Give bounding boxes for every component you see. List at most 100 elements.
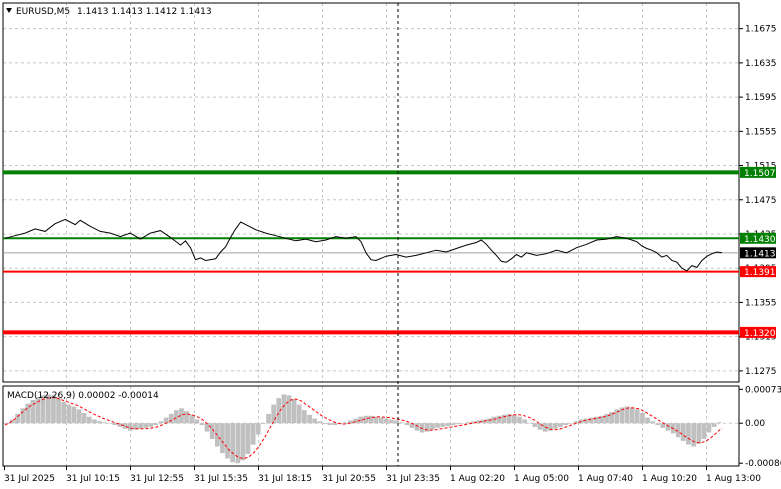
macd-axis: 0.00073 0.00 -0.00086 — [739, 385, 781, 469]
macd-bar — [486, 418, 492, 424]
macd-bar — [373, 416, 379, 424]
macd-bar — [291, 399, 297, 424]
y-tick-label: 1.1555 — [745, 127, 777, 137]
macd-bar — [706, 423, 712, 433]
macd-bar — [271, 404, 276, 424]
macd-bar — [194, 419, 200, 424]
macd-bar — [76, 409, 82, 424]
macd-bar — [245, 423, 251, 454]
macd-bar — [220, 423, 225, 453]
macd-bar — [650, 421, 655, 424]
macd-bar — [640, 413, 645, 424]
macd-bar — [148, 423, 154, 427]
macd-bar — [696, 423, 702, 444]
x-tick-label: 31 Jul 15:35 — [194, 474, 248, 484]
macd-bar — [476, 420, 481, 424]
macd-group — [4, 394, 723, 464]
price-axis: 1.1675 1.1635 1.1595 1.1555 1.1515 1.1475 1.14… — [739, 25, 777, 377]
macd-bar — [691, 423, 696, 447]
macd-bar — [660, 423, 666, 428]
macd-bar — [419, 423, 425, 433]
macd-bar — [537, 423, 543, 430]
y-tick-label: 1.1355 — [745, 298, 777, 308]
symbol-label: EURUSD,M5 — [16, 7, 70, 17]
macd-bar — [276, 398, 282, 424]
macd-bar — [363, 415, 369, 424]
macd-bar — [174, 410, 179, 424]
level-tag-value: 1.1320 — [744, 329, 776, 339]
macd-signal-line — [4, 397, 723, 460]
macd-bar — [481, 419, 486, 424]
macd-grid — [3, 386, 739, 466]
macd-bar — [512, 414, 517, 424]
macd-bar — [204, 423, 210, 432]
x-tick-label: 31 Jul 2025 — [4, 474, 55, 484]
macd-bar — [450, 423, 456, 426]
x-tick-label: 31 Jul 20:55 — [322, 474, 376, 484]
macd-bar — [343, 422, 348, 424]
macd-bar — [302, 410, 307, 424]
macd-bar — [240, 423, 246, 461]
macd-bar — [491, 416, 497, 424]
macd-bar — [599, 415, 604, 424]
macd-bar — [307, 414, 312, 424]
macd-bar — [619, 407, 625, 424]
main-grid — [3, 3, 739, 382]
macd-bar — [250, 423, 256, 445]
macd-bar — [133, 423, 138, 430]
macd-bar — [225, 423, 230, 459]
x-tick-label: 1 Aug 02:20 — [450, 474, 505, 484]
level-lines — [3, 170, 739, 335]
macd-bar — [506, 413, 512, 424]
macd-bar — [209, 423, 215, 439]
macd-bar — [532, 423, 538, 427]
level-tag-bg — [740, 232, 776, 244]
macd-bar — [66, 404, 72, 424]
current-price-value: 1.1413 — [744, 249, 776, 259]
macd-y-tick-label: 0.00073 — [745, 385, 781, 395]
macd-bar — [378, 417, 384, 424]
macd-bar — [681, 423, 686, 441]
price-line — [4, 218, 723, 272]
macd-bar — [394, 420, 399, 424]
macd-bar — [716, 422, 722, 424]
macd-bar — [112, 423, 118, 426]
macd-bar — [368, 415, 374, 424]
macd-bar — [317, 421, 323, 424]
macd-bar — [527, 423, 533, 424]
macd-bar — [97, 421, 102, 424]
macd-bar — [199, 423, 205, 426]
macd-bar — [281, 394, 287, 424]
macd-bar — [51, 395, 56, 424]
macd-bar — [583, 418, 589, 424]
macd-label: MACD(12,26,9) 0.00002 -0.00014 — [7, 391, 159, 401]
macd-bar — [588, 417, 594, 424]
macd-bar — [56, 398, 61, 424]
macd-bar — [399, 422, 404, 424]
macd-bar — [255, 423, 261, 435]
dropdown-triangle-icon[interactable] — [6, 8, 12, 13]
macd-bar — [143, 423, 148, 428]
macd-bar — [624, 406, 630, 424]
price-frame — [2, 2, 740, 383]
x-tick-label: 1 Aug 05:00 — [514, 474, 569, 484]
macd-bar — [686, 423, 691, 445]
macd-bar — [163, 417, 169, 424]
macd-bar — [604, 413, 609, 424]
y-tick-label: 1.1275 — [745, 367, 777, 377]
level-tag-bg — [740, 166, 776, 178]
macd-bar — [594, 416, 599, 424]
ohlc-label: 1.1413 1.1413 1.1412 1.1413 — [77, 7, 212, 17]
macd-bar — [404, 423, 410, 426]
macd-bar — [10, 419, 15, 424]
macd-bar — [122, 423, 128, 429]
macd-bar — [445, 423, 451, 426]
current-price-tag-bg — [740, 247, 776, 259]
x-tick-label: 1 Aug 13:00 — [706, 474, 761, 484]
macd-y-tick-label: 0.00 — [745, 419, 765, 429]
macd-bar — [465, 422, 471, 424]
macd-bar — [384, 418, 389, 424]
macd-bar — [322, 423, 328, 425]
macd-bar — [107, 423, 113, 424]
